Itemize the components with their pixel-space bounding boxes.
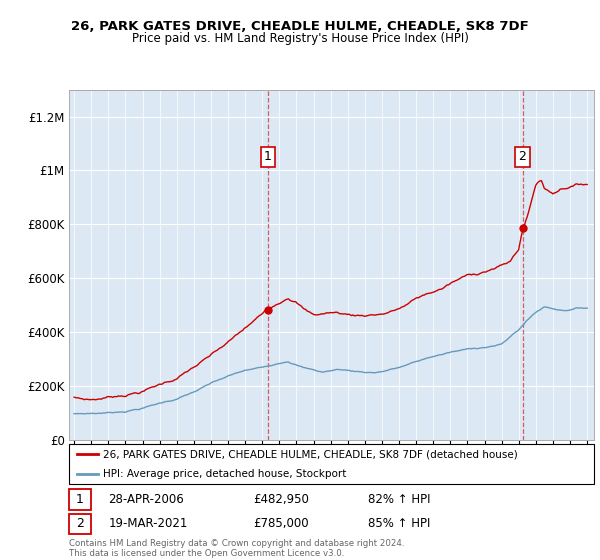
Bar xyxy=(69,514,91,534)
Text: £785,000: £785,000 xyxy=(253,517,308,530)
Text: 1: 1 xyxy=(264,151,272,164)
Text: HPI: Average price, detached house, Stockport: HPI: Average price, detached house, Stoc… xyxy=(103,469,347,479)
Text: 26, PARK GATES DRIVE, CHEADLE HULME, CHEADLE, SK8 7DF: 26, PARK GATES DRIVE, CHEADLE HULME, CHE… xyxy=(71,20,529,33)
Text: 26, PARK GATES DRIVE, CHEADLE HULME, CHEADLE, SK8 7DF (detached house): 26, PARK GATES DRIVE, CHEADLE HULME, CHE… xyxy=(103,449,518,459)
Text: 85% ↑ HPI: 85% ↑ HPI xyxy=(368,517,431,530)
Text: 2: 2 xyxy=(76,517,84,530)
Text: 82% ↑ HPI: 82% ↑ HPI xyxy=(368,493,431,506)
Text: 2: 2 xyxy=(518,151,526,164)
Text: 19-MAR-2021: 19-MAR-2021 xyxy=(109,517,188,530)
Text: 28-APR-2006: 28-APR-2006 xyxy=(109,493,184,506)
Text: £482,950: £482,950 xyxy=(253,493,308,506)
Text: Contains HM Land Registry data © Crown copyright and database right 2024.
This d: Contains HM Land Registry data © Crown c… xyxy=(69,539,404,558)
Text: 1: 1 xyxy=(76,493,84,506)
Text: Price paid vs. HM Land Registry's House Price Index (HPI): Price paid vs. HM Land Registry's House … xyxy=(131,32,469,45)
Bar xyxy=(69,489,91,510)
